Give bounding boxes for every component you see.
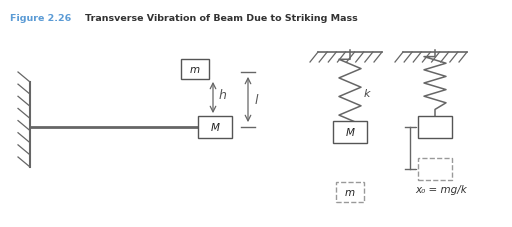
Text: Transverse Vibration of Beam Due to Striking Mass: Transverse Vibration of Beam Due to Stri… [72, 13, 358, 22]
Text: m: m [345, 187, 355, 197]
Text: M: M [346, 127, 354, 137]
Bar [181, 60, 209, 80]
Text: Figure 2.26: Figure 2.26 [10, 13, 71, 22]
Bar [418, 116, 452, 138]
Text: m: m [190, 65, 200, 75]
Bar [333, 121, 367, 143]
Text: M: M [210, 122, 220, 132]
Text: h: h [219, 89, 227, 101]
Text: l: l [255, 94, 259, 106]
Text: x₀ = mg/k: x₀ = mg/k [415, 184, 467, 194]
Text: k: k [364, 88, 371, 98]
Bar [336, 182, 364, 202]
Bar [418, 158, 452, 180]
Bar [198, 116, 232, 138]
